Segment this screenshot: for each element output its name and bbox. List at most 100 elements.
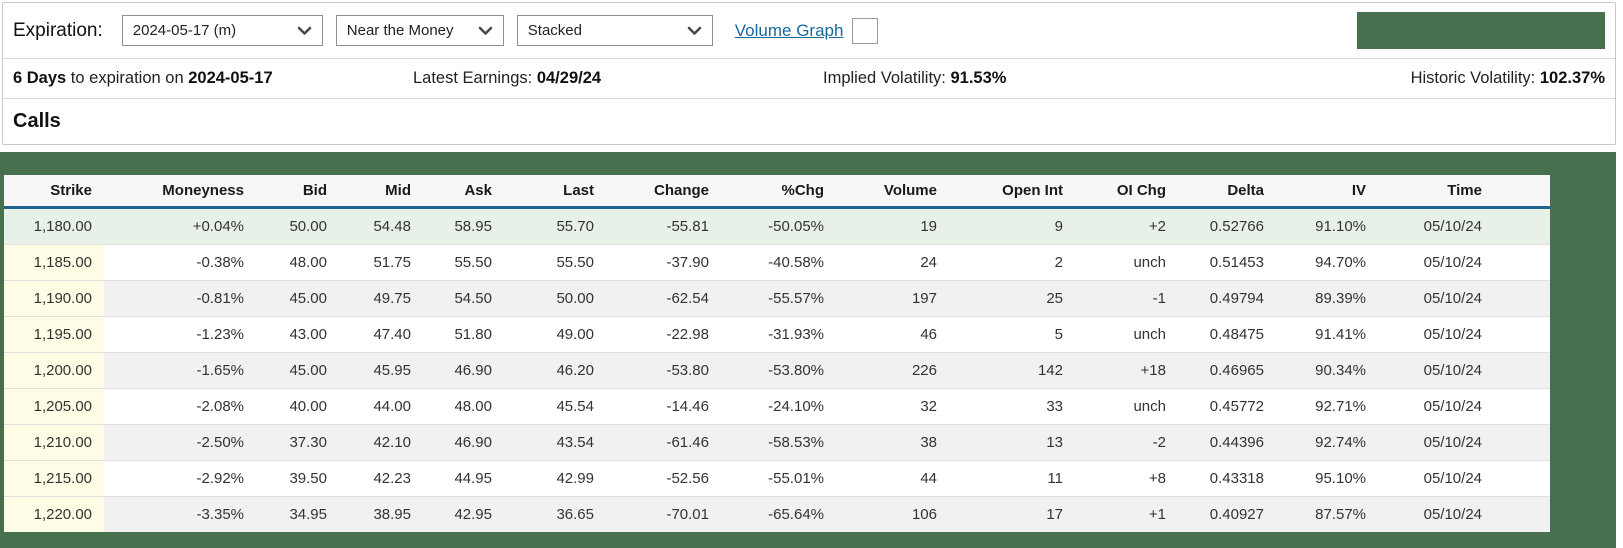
- cell-last: 43.54: [504, 424, 606, 461]
- col-header-volume[interactable]: Volume: [836, 175, 949, 208]
- col-header-strike[interactable]: Strike: [4, 175, 104, 208]
- cell-strike: 1,215.00: [4, 460, 104, 497]
- col-header-bid[interactable]: Bid: [256, 175, 339, 208]
- cell-last: 55.50: [504, 244, 606, 281]
- cell-iv: 92.71%: [1276, 388, 1378, 425]
- info-bar: 6 Days to expiration on 2024-05-17 Lates…: [3, 59, 1615, 99]
- implied-volatility-label: Implied Volatility:: [823, 69, 951, 87]
- table-row[interactable]: 1,190.00 -0.81% 45.00 49.75 54.50 50.00 -62.54…: [4, 280, 1550, 317]
- cell-delta: 0.43318: [1178, 460, 1276, 497]
- cell-delta: 0.52766: [1178, 207, 1276, 245]
- cell-iv: 90.34%: [1276, 352, 1378, 389]
- chevron-down-icon: [478, 26, 493, 35]
- cell-pctchg: -55.01%: [721, 460, 836, 497]
- cell-time: 05/10/24: [1378, 460, 1550, 497]
- cell-mid: 49.75: [339, 280, 423, 317]
- cell-delta: 0.49794: [1178, 280, 1276, 317]
- table-row[interactable]: 1,200.00 -1.65% 45.00 45.95 46.90 46.20 -53.80…: [4, 352, 1550, 389]
- cell-time: 05/10/24: [1378, 244, 1550, 281]
- col-header-time[interactable]: Time: [1378, 175, 1550, 208]
- cell-strike: 1,190.00: [4, 280, 104, 317]
- cell-openint: 13: [949, 424, 1075, 461]
- cell-openint: 11: [949, 460, 1075, 497]
- cell-delta: 0.44396: [1178, 424, 1276, 461]
- cell-iv: 92.74%: [1276, 424, 1378, 461]
- chevron-down-icon: [687, 26, 702, 35]
- table-row[interactable]: 1,215.00 -2.92% 39.50 42.23 44.95 42.99 -52.56…: [4, 460, 1550, 497]
- cell-moneyness: -1.65%: [104, 352, 256, 389]
- moneyness-filter-select[interactable]: Near the Money: [335, 15, 504, 46]
- table-row[interactable]: 1,180.00 +0.04% 50.00 54.48 58.95 55.70 -55.81…: [4, 207, 1550, 245]
- cell-strike: 1,180.00: [4, 207, 104, 245]
- col-header-pctchg[interactable]: %Chg: [721, 175, 836, 208]
- cell-volume: 44: [836, 460, 949, 497]
- col-header-mid[interactable]: Mid: [339, 175, 423, 208]
- cell-time: 05/10/24: [1378, 207, 1550, 245]
- cell-last: 45.54: [504, 388, 606, 425]
- view-mode-select[interactable]: Stacked: [516, 15, 713, 46]
- col-header-iv[interactable]: IV: [1276, 175, 1378, 208]
- col-header-ask[interactable]: Ask: [423, 175, 504, 208]
- cell-pctchg: -53.80%: [721, 352, 836, 389]
- volume-graph-link[interactable]: Volume Graph: [734, 20, 844, 40]
- cell-pctchg: -31.93%: [721, 316, 836, 353]
- historic-volatility-value: 102.37%: [1539, 69, 1605, 87]
- cell-strike: 1,200.00: [4, 352, 104, 389]
- cell-moneyness: -2.92%: [104, 460, 256, 497]
- cell-volume: 106: [836, 496, 949, 532]
- cell-ask: 58.95: [423, 207, 504, 245]
- cell-ask: 55.50: [423, 244, 504, 281]
- cell-oichg: +2: [1075, 207, 1178, 245]
- days-text: to expiration on: [66, 69, 189, 87]
- cell-moneyness: -0.81%: [104, 280, 256, 317]
- cell-mid: 54.48: [339, 207, 423, 245]
- cell-bid: 48.00: [256, 244, 339, 281]
- table-row[interactable]: 1,195.00 -1.23% 43.00 47.40 51.80 49.00 -22.98…: [4, 316, 1550, 353]
- col-header-delta[interactable]: Delta: [1178, 175, 1276, 208]
- view-mode-value: Stacked: [527, 22, 582, 39]
- cell-last: 36.65: [504, 496, 606, 532]
- cell-time: 05/10/24: [1378, 388, 1550, 425]
- cell-change: -37.90: [606, 244, 721, 281]
- expiration-select[interactable]: 2024-05-17 (m): [121, 15, 323, 46]
- cell-last: 46.20: [504, 352, 606, 389]
- expiration-label: Expiration:: [13, 19, 103, 41]
- header-panel: Expiration: 2024-05-17 (m) Near the Mone…: [2, 2, 1616, 145]
- cell-bid: 43.00: [256, 316, 339, 353]
- cell-change: -22.98: [606, 316, 721, 353]
- table-row[interactable]: 1,210.00 -2.50% 37.30 42.10 46.90 43.54 -61.46…: [4, 424, 1550, 461]
- cell-oichg: unch: [1075, 316, 1178, 353]
- cell-pctchg: -55.57%: [721, 280, 836, 317]
- col-header-openint[interactable]: Open Int: [949, 175, 1075, 208]
- cell-volume: 38: [836, 424, 949, 461]
- table-section: Strike Moneyness Bid Mid Ask Last Change %Chg Vo…: [0, 152, 1616, 548]
- col-header-oichg[interactable]: OI Chg: [1075, 175, 1178, 208]
- chevron-down-icon: [297, 26, 312, 35]
- cell-volume: 197: [836, 280, 949, 317]
- cell-mid: 38.95: [339, 496, 423, 532]
- table-row[interactable]: 1,185.00 -0.38% 48.00 51.75 55.50 55.50 -37.90…: [4, 244, 1550, 281]
- col-header-last[interactable]: Last: [504, 175, 606, 208]
- cell-change: -52.56: [606, 460, 721, 497]
- cell-volume: 46: [836, 316, 949, 353]
- col-header-moneyness[interactable]: Moneyness: [104, 175, 256, 208]
- cell-mid: 47.40: [339, 316, 423, 353]
- table-row[interactable]: 1,205.00 -2.08% 40.00 44.00 48.00 45.54 -14.46…: [4, 388, 1550, 425]
- cell-delta: 0.48475: [1178, 316, 1276, 353]
- cell-strike: 1,185.00: [4, 244, 104, 281]
- cell-volume: 19: [836, 207, 949, 245]
- action-button[interactable]: [1357, 12, 1605, 49]
- col-header-change[interactable]: Change: [606, 175, 721, 208]
- table-row[interactable]: 1,220.00 -3.35% 34.95 38.95 42.95 36.65 -70.01…: [4, 496, 1550, 532]
- implied-volatility-value: 91.53%: [950, 69, 1007, 87]
- volume-graph-checkbox[interactable]: [852, 17, 879, 44]
- cell-delta: 0.40927: [1178, 496, 1276, 532]
- cell-last: 49.00: [504, 316, 606, 353]
- cell-delta: 0.51453: [1178, 244, 1276, 281]
- cell-time: 05/10/24: [1378, 496, 1550, 532]
- cell-ask: 48.00: [423, 388, 504, 425]
- cell-openint: 25: [949, 280, 1075, 317]
- cell-oichg: +8: [1075, 460, 1178, 497]
- cell-iv: 94.70%: [1276, 244, 1378, 281]
